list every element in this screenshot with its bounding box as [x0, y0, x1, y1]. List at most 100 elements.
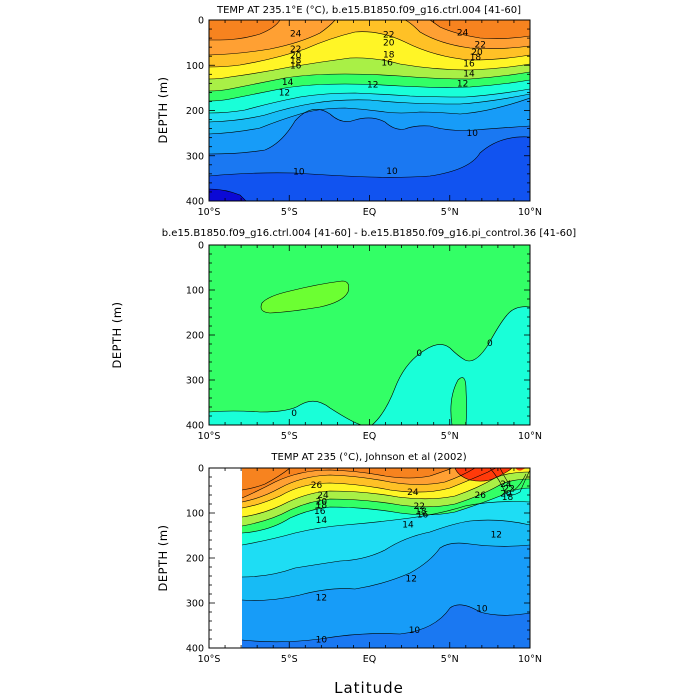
panel2-fill [209, 245, 530, 425]
contour-label: 16 [417, 510, 429, 520]
x-tick-label: 5°S [281, 207, 298, 218]
contour-label: 18 [470, 53, 482, 63]
contour-label: 20 [316, 497, 328, 507]
contour-label: 16 [290, 61, 302, 71]
contour-label: 0 [487, 339, 493, 349]
panel1-title: TEMP AT 235.1°E (°C), b.e15.B1850.f09_g1… [216, 5, 521, 16]
contour-label: 22 [290, 45, 301, 55]
panel3-contour-labels: 2624201816142422181614262422201812121210… [311, 480, 515, 646]
y-tick-label: 300 [186, 376, 204, 387]
x-tick-label: 10°N [518, 207, 542, 218]
x-tick-label: 5°S [281, 654, 298, 665]
panel2-ticks: 10°S 5°S EQ 5°N 10°N 0 100 200 300 400 [186, 241, 542, 443]
panel1-contours [209, 20, 530, 201]
x-tick-label: 10°S [198, 431, 221, 442]
contour-label: 22 [383, 30, 394, 40]
contour-label: 24 [317, 491, 329, 501]
contour-label: 12 [316, 594, 327, 604]
contour-label: 24 [500, 480, 512, 490]
band-below-10 [209, 136, 530, 201]
contour-label: 14 [402, 520, 414, 530]
panel3-title: TEMP AT 235 (°C), Johnson et al (2002) [270, 452, 466, 463]
contour-label: 18 [316, 501, 328, 511]
contour-label: 18 [290, 57, 302, 67]
y-tick-label: 100 [186, 286, 204, 297]
contour-label: 16 [381, 59, 393, 69]
band-negative-blob [450, 377, 467, 425]
panel1-ylabel: DEPTH (m) [156, 76, 170, 143]
contour-label: 12 [406, 574, 417, 584]
y-tick-label: 200 [186, 331, 204, 342]
contour-label: 0 [416, 349, 422, 359]
contour-label: 14 [282, 78, 294, 88]
band-deep-blue [209, 189, 246, 201]
x-tick-label: EQ [363, 207, 376, 218]
contour-label: 14 [316, 516, 328, 526]
panel2-contour-labels: 0 0 0 [291, 339, 493, 419]
panel1-fill [209, 20, 530, 201]
y-tick-label: 400 [186, 644, 204, 655]
panel2-ylabel: DEPTH (m) [110, 301, 124, 368]
x-tick-label: EQ [363, 654, 376, 665]
panel1-contour-labels: 2422201816141222201816122422201816141210… [279, 29, 486, 178]
contour-label: 26 [475, 491, 487, 501]
panel3-ticks: 10°S 5°S EQ 5°N 10°N 0 100 200 300 400 [186, 464, 542, 666]
contour-label: 10 [476, 604, 488, 614]
y-tick-label: 0 [198, 16, 204, 27]
contour-label: 22 [503, 485, 514, 495]
contour-label: 10 [409, 626, 421, 636]
contour-label: 20 [500, 490, 512, 500]
contour-label: 10 [293, 168, 305, 178]
y-tick-label: 0 [198, 241, 204, 252]
panel2-contours [209, 280, 530, 425]
contour-label: 24 [290, 30, 302, 40]
contour-label: 18 [502, 493, 514, 503]
contour-label: 12 [457, 79, 468, 89]
x-tick-label: 10°S [198, 207, 221, 218]
contour-label: 0 [291, 409, 297, 419]
x-axis-label: Latitude [334, 679, 404, 697]
y-tick-label: 200 [186, 554, 204, 565]
panel-model-temperature: TEMP AT 235.1°E (°C), b.e15.B1850.f09_g1… [156, 5, 542, 218]
contour-label: 10 [316, 635, 328, 645]
contour-label: 22 [475, 40, 486, 50]
x-tick-label: 10°S [198, 654, 221, 665]
y-tick-label: 300 [186, 151, 204, 162]
contour-label: 14 [463, 69, 475, 79]
panel-observed-temperature: TEMP AT 235 (°C), Johnson et al (2002) [156, 452, 542, 697]
contour-label: 20 [471, 48, 483, 58]
contour-label: 12 [367, 81, 378, 91]
band-26-right [430, 20, 530, 39]
x-tick-label: EQ [363, 431, 376, 442]
contour-label: 12 [279, 88, 290, 98]
y-tick-label: 100 [186, 61, 204, 72]
contour-label: 24 [457, 29, 469, 39]
contour-label: 26 [311, 481, 323, 491]
y-tick-label: 0 [198, 464, 204, 475]
y-tick-label: 200 [186, 106, 204, 117]
x-tick-label: 10°N [518, 431, 542, 442]
y-tick-label: 100 [186, 509, 204, 520]
contour-label: 22 [414, 502, 425, 512]
panel2-title: b.e15.B1850.f09_g16.ctrl.004 [41-60] - b… [162, 228, 577, 239]
band-negative [209, 401, 362, 425]
panel3-contours [241, 468, 530, 643]
contour-label: 10 [466, 129, 478, 139]
contour-label: 10 [386, 167, 398, 177]
contour-label: 16 [463, 59, 475, 69]
band-26 [209, 20, 280, 40]
x-tick-label: 5°N [441, 207, 459, 218]
contour-label: 12 [491, 531, 502, 541]
panel1-ticks: 10°S 5°S EQ 5°N 10°N 0 100 200 300 400 [186, 16, 542, 219]
x-tick-label: 5°S [281, 431, 298, 442]
contour-label: 20 [383, 39, 395, 49]
contour-label: 18 [383, 50, 395, 60]
x-tick-label: 5°N [441, 654, 459, 665]
y-tick-label: 400 [186, 197, 204, 208]
y-tick-label: 300 [186, 599, 204, 610]
x-tick-label: 10°N [518, 654, 542, 665]
contour-label: 16 [314, 507, 326, 517]
contour-label: 18 [415, 507, 427, 517]
contour-label: 24 [407, 488, 419, 498]
